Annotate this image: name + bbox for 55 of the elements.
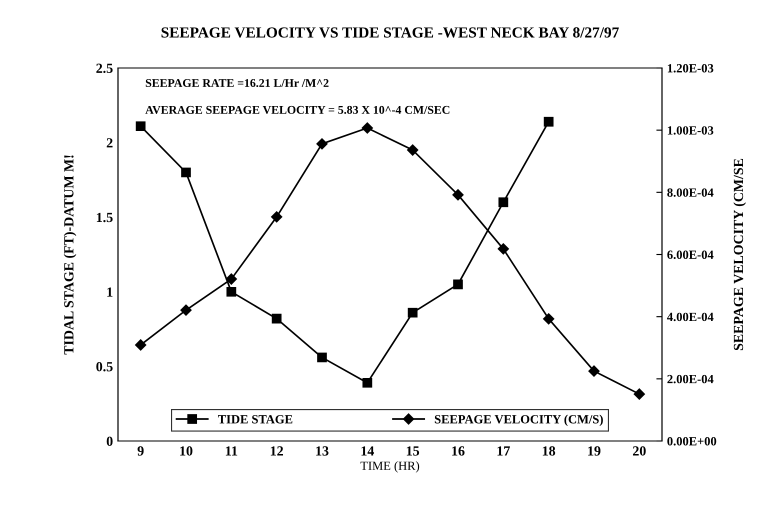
y2-tick-label: 4.00E-04 xyxy=(667,312,714,322)
y-tick-label: 1 xyxy=(107,287,112,297)
y2-tick-label: 8.00E-04 xyxy=(667,188,714,197)
point xyxy=(271,211,282,222)
x-tick-label: 10 xyxy=(180,446,192,456)
point xyxy=(543,313,554,324)
x-tick-label: 19 xyxy=(588,446,600,456)
point xyxy=(498,197,508,208)
point xyxy=(135,339,146,351)
x-tick-label: 14 xyxy=(362,446,374,456)
y-tick-label: 2 xyxy=(106,138,113,148)
point xyxy=(180,304,192,316)
point xyxy=(544,116,554,127)
chart-title: SEEPAGE VELOCITY VS TIDE STAGE -WEST NECK BAY 8/27/97 xyxy=(162,27,619,38)
y-tick-label: 0.5 xyxy=(96,362,113,372)
x-tick-label: 15 xyxy=(406,446,420,456)
x-tick-label: 20 xyxy=(632,446,646,456)
point xyxy=(634,388,645,400)
x-axis-title: TIME (HR) xyxy=(360,461,420,473)
legend-label: SEEPAGE VELOCITY (CM/S) xyxy=(434,414,603,426)
point xyxy=(408,308,418,318)
y2-tick-label: 0.00E+00 xyxy=(667,437,716,446)
x-tick-label: 13 xyxy=(316,446,328,456)
y2-axis-title: SEEPAGE VELOCITY (CM/SE xyxy=(733,158,746,350)
x-tick-label: 9 xyxy=(138,446,144,456)
point xyxy=(452,189,464,200)
y-tick-label: 2.5 xyxy=(96,64,113,74)
y-axis-title: TIDAL STAGE (FT)-DATUM M! xyxy=(64,155,76,355)
x-tick-label: 11 xyxy=(226,446,238,456)
y2-tick-label: 1.20E-03 xyxy=(668,64,714,73)
y-tick-label: 1.5 xyxy=(96,212,113,222)
x-tick-label: 18 xyxy=(542,446,556,456)
point xyxy=(272,314,282,324)
annotation: AVERAGE SEEPAGE VELOCITY = 5.83 X 10^-4 CM/SEC xyxy=(145,106,450,114)
point xyxy=(181,168,191,178)
point xyxy=(226,273,237,285)
point xyxy=(498,243,509,255)
y-tick-label: 0 xyxy=(106,436,113,446)
y2-tick-label: 6.00E-04 xyxy=(667,250,714,260)
legend-label: TIDE STAGE xyxy=(218,415,292,424)
x-tick-label: 17 xyxy=(498,446,510,456)
point xyxy=(317,352,327,362)
point xyxy=(316,138,328,150)
point xyxy=(362,378,372,388)
point xyxy=(453,279,463,290)
point xyxy=(226,286,236,297)
x-tick-label: 12 xyxy=(270,446,284,456)
y2-tick-label: 1.00E-03 xyxy=(668,126,714,135)
point xyxy=(362,122,373,134)
point xyxy=(588,365,600,377)
y2-tick-label: 2.00E-04 xyxy=(667,374,714,384)
point xyxy=(407,144,418,156)
x-tick-label: 16 xyxy=(452,446,465,456)
point xyxy=(136,121,146,132)
annotation: SEEPAGE RATE =16.21 L/Hr /M^2 xyxy=(146,79,329,88)
